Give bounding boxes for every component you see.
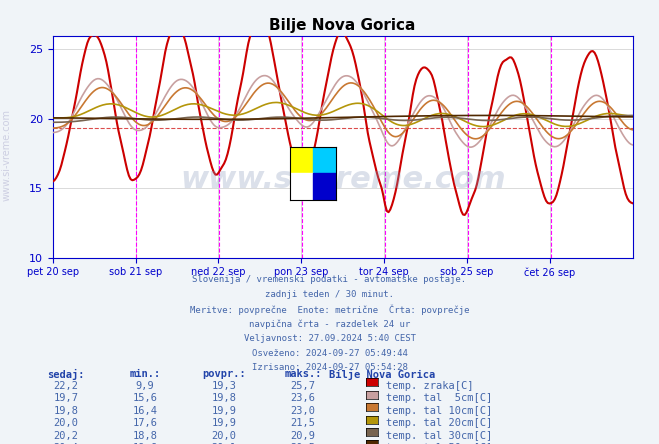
Text: 19,8: 19,8 [53,406,78,416]
Text: 23,0: 23,0 [291,406,316,416]
Text: temp. tal 20cm[C]: temp. tal 20cm[C] [386,418,492,428]
Text: www.si-vreme.com: www.si-vreme.com [180,165,505,194]
Text: navpična črta - razdelek 24 ur: navpična črta - razdelek 24 ur [249,319,410,329]
Text: 19,6: 19,6 [132,443,158,444]
Text: 20,0: 20,0 [212,431,237,441]
Text: 19,9: 19,9 [212,418,237,428]
Title: Bilje Nova Gorica: Bilje Nova Gorica [270,18,416,33]
Text: Bilje Nova Gorica: Bilje Nova Gorica [329,369,436,380]
Text: 16,4: 16,4 [132,406,158,416]
Text: Meritve: povprečne  Enote: metrične  Črta: povprečje: Meritve: povprečne Enote: metrične Črta:… [190,305,469,315]
Text: 20,4: 20,4 [53,443,78,444]
Text: temp. tal  5cm[C]: temp. tal 5cm[C] [386,393,492,404]
Text: 15,6: 15,6 [132,393,158,404]
Text: povpr.:: povpr.: [202,369,246,379]
Text: 20,2: 20,2 [53,431,78,441]
Text: Izrisano: 2024-09-27 05:54:28: Izrisano: 2024-09-27 05:54:28 [252,363,407,372]
Text: temp. tal 50cm[C]: temp. tal 50cm[C] [386,443,492,444]
Text: maks.:: maks.: [285,369,322,379]
Text: temp. zraka[C]: temp. zraka[C] [386,381,473,391]
Text: www.si-vreme.com: www.si-vreme.com [1,109,12,202]
Text: sedaj:: sedaj: [47,369,84,380]
Text: 19,9: 19,9 [212,406,237,416]
Text: 19,8: 19,8 [212,393,237,404]
Text: 20,1: 20,1 [212,443,237,444]
Text: temp. tal 10cm[C]: temp. tal 10cm[C] [386,406,492,416]
Text: 18,8: 18,8 [132,431,158,441]
Text: Osveženo: 2024-09-27 05:49:44: Osveženo: 2024-09-27 05:49:44 [252,349,407,357]
Text: min.:: min.: [129,369,161,379]
Text: 20,5: 20,5 [291,443,316,444]
Text: 20,9: 20,9 [291,431,316,441]
Text: 19,7: 19,7 [53,393,78,404]
Text: 17,6: 17,6 [132,418,158,428]
Text: 21,5: 21,5 [291,418,316,428]
Text: Slovenija / vremenski podatki - avtomatske postaje.: Slovenija / vremenski podatki - avtomats… [192,275,467,284]
Text: 22,2: 22,2 [53,381,78,391]
Text: 20,0: 20,0 [53,418,78,428]
Text: temp. tal 30cm[C]: temp. tal 30cm[C] [386,431,492,441]
Text: 23,6: 23,6 [291,393,316,404]
Text: 19,3: 19,3 [212,381,237,391]
Text: 25,7: 25,7 [291,381,316,391]
Text: Veljavnost: 27.09.2024 5:40 CEST: Veljavnost: 27.09.2024 5:40 CEST [243,334,416,343]
Text: zadnji teden / 30 minut.: zadnji teden / 30 minut. [265,290,394,299]
Text: 9,9: 9,9 [136,381,154,391]
